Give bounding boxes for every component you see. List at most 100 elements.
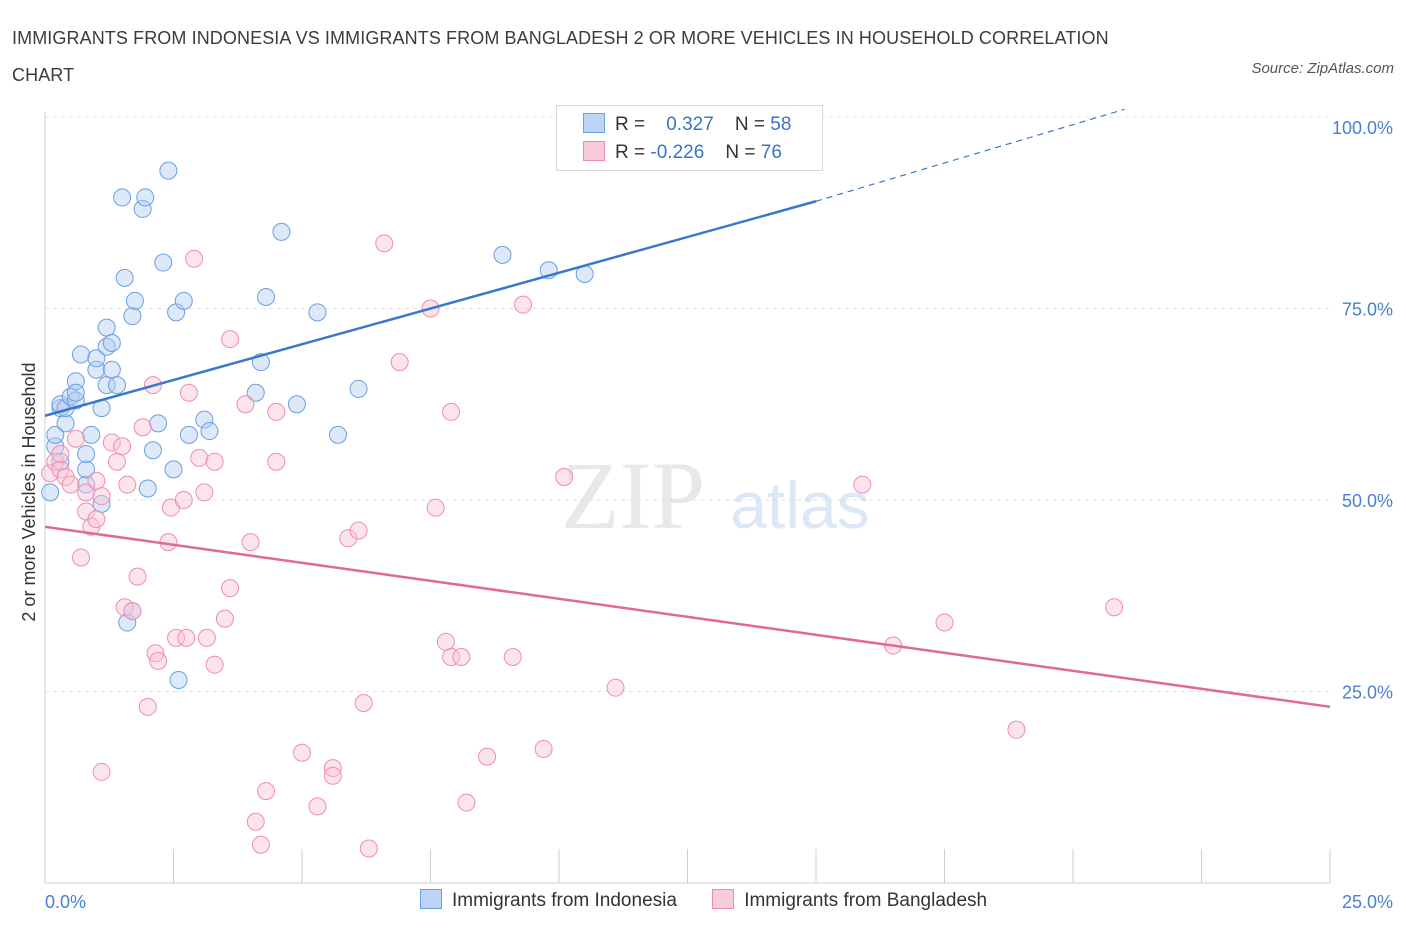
- watermark-atlas: atlas: [730, 468, 869, 542]
- bangladesh-point: [555, 468, 574, 487]
- indonesia-point: [159, 161, 178, 180]
- bangladesh-point: [92, 487, 111, 506]
- bangladesh-point: [236, 395, 255, 414]
- indonesia-point: [107, 376, 126, 395]
- indonesia-point: [102, 333, 121, 352]
- bangladesh-point: [1105, 598, 1124, 617]
- bangladesh-point: [149, 651, 168, 670]
- indonesia-point: [118, 613, 137, 632]
- bangladesh-point: [452, 648, 471, 667]
- bangladesh-point: [92, 762, 111, 781]
- bangladesh-point: [215, 609, 234, 628]
- indonesia-point: [136, 188, 155, 207]
- r-value-bangladesh: -0.226: [650, 142, 705, 163]
- indonesia-point: [123, 307, 142, 326]
- indonesia-point: [287, 395, 306, 414]
- x-tick-label: 25.0%: [1342, 892, 1393, 912]
- bangladesh-trend-line: [44, 525, 1331, 709]
- bangladesh-point: [118, 475, 137, 494]
- bangladesh-point: [514, 295, 533, 314]
- bangladesh-point: [190, 448, 209, 467]
- indonesia-point: [125, 291, 144, 310]
- bangladesh-point: [71, 548, 90, 567]
- bangladesh-point: [205, 655, 224, 674]
- r-label: R =: [615, 114, 646, 135]
- n-value-indonesia: 58: [770, 114, 792, 135]
- bangladesh-point: [41, 464, 60, 483]
- r-label: R =: [615, 142, 646, 163]
- bangladesh-point: [241, 533, 260, 552]
- indonesia-point: [41, 483, 60, 502]
- bangladesh-point: [853, 475, 872, 494]
- bangladesh-point: [1007, 720, 1026, 739]
- bangladesh-point: [390, 353, 409, 372]
- indonesia-point: [115, 268, 134, 287]
- bangladesh-point: [179, 383, 198, 402]
- bangladesh-point: [221, 579, 240, 598]
- bangladesh-point: [442, 648, 461, 667]
- bangladesh-point: [102, 433, 121, 452]
- indonesia-point: [349, 379, 368, 398]
- indonesia-point: [164, 460, 183, 479]
- bangladesh-point: [375, 234, 394, 253]
- legend-label-bangladesh: Immigrants from Bangladesh: [744, 890, 988, 911]
- indonesia-point: [493, 245, 512, 264]
- indonesia-point: [149, 414, 168, 433]
- bangladesh-point: [308, 797, 327, 816]
- bangladesh-point: [221, 330, 240, 349]
- n-label: N =: [734, 114, 766, 135]
- bangladesh-point: [503, 648, 522, 667]
- indonesia-swatch: [420, 889, 442, 909]
- y-tick-label: 100.0%: [1332, 118, 1393, 138]
- legend-item-indonesia: Immigrants from Indonesia: [420, 889, 677, 912]
- bangladesh-point: [51, 445, 70, 464]
- indonesia-point: [308, 303, 327, 322]
- bangladesh-point: [436, 632, 455, 651]
- indonesia-point: [77, 460, 96, 479]
- bangladesh-point: [354, 693, 373, 712]
- indonesia-point: [272, 222, 291, 241]
- bangladesh-point: [87, 471, 106, 490]
- indonesia-point: [257, 288, 276, 307]
- indonesia-point: [82, 425, 101, 444]
- bangladesh-point: [323, 759, 342, 778]
- indonesia-point: [87, 349, 106, 368]
- legend-row-indonesia: R = 0.327 N = 58: [583, 113, 791, 136]
- bangladesh-point: [195, 483, 214, 502]
- indonesia-point: [154, 253, 173, 272]
- indonesia-point: [143, 441, 162, 460]
- bangladesh-point: [205, 452, 224, 471]
- bangladesh-point: [107, 452, 126, 471]
- y-tick-label: 50.0%: [1342, 491, 1393, 511]
- bangladesh-point: [323, 766, 342, 785]
- bangladesh-point: [66, 429, 85, 448]
- bangladesh-point: [457, 793, 476, 812]
- y-axis-label: 2 or more Vehicles in Household: [19, 362, 39, 621]
- bangladesh-point: [61, 475, 80, 494]
- y-tick-label: 75.0%: [1342, 300, 1393, 320]
- bangladesh-point: [174, 491, 193, 509]
- bangladesh-point: [293, 743, 311, 762]
- indonesia-point: [195, 410, 214, 429]
- bangladesh-point: [478, 747, 497, 766]
- indonesia-point: [56, 414, 75, 433]
- indonesia-point: [113, 188, 132, 207]
- bangladesh-point: [349, 521, 368, 540]
- indonesia-point: [138, 479, 157, 498]
- bangladesh-point: [197, 628, 216, 647]
- bangladesh-point: [246, 812, 265, 831]
- y-tick-label: 25.0%: [1342, 683, 1393, 703]
- bangladesh-point: [442, 402, 461, 421]
- bangladesh-point: [359, 839, 378, 858]
- legend-item-bangladesh: Immigrants from Bangladesh: [712, 889, 987, 912]
- bangladesh-point: [185, 249, 204, 268]
- bangladesh-point: [935, 613, 954, 632]
- bangladesh-point: [426, 498, 445, 517]
- chart-title: IMMIGRANTS FROM INDONESIA VS IMMIGRANTS …: [12, 28, 1109, 85]
- indonesia-point: [169, 671, 188, 690]
- indonesia-point: [66, 391, 85, 410]
- indonesia-point: [174, 291, 193, 310]
- series-legend: Immigrants from Indonesia Immigrants fro…: [420, 889, 1017, 912]
- r-value-indonesia: 0.327: [666, 114, 714, 135]
